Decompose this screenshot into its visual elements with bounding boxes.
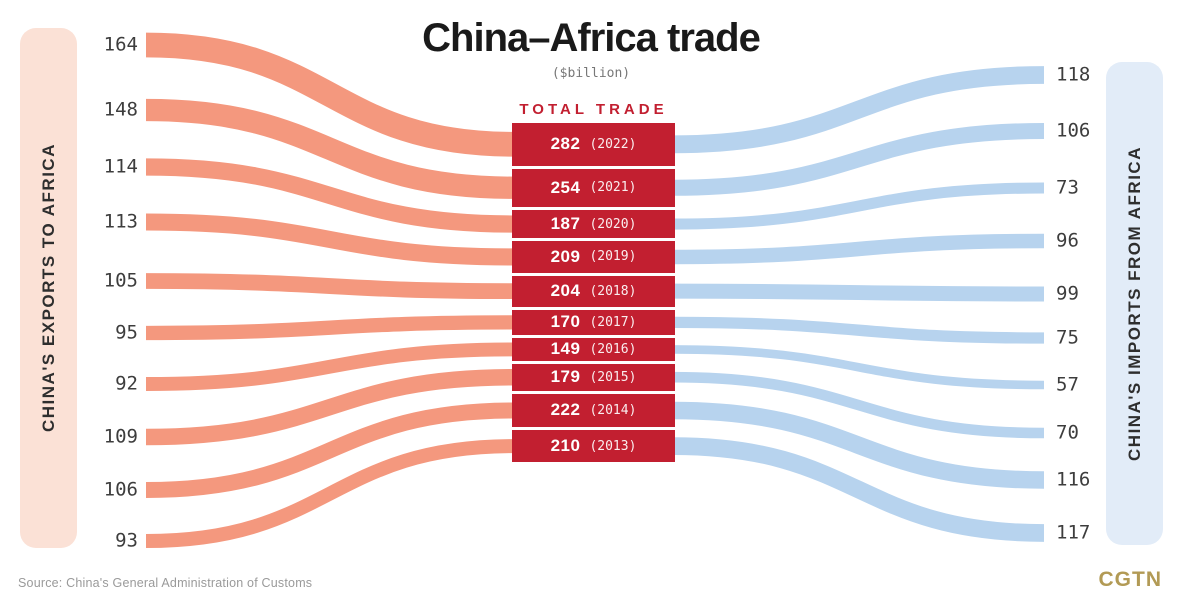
export-ribbon-2022 xyxy=(145,32,515,157)
export-value-label-2019: 113 xyxy=(103,210,138,233)
import-value-label-2020: 73 xyxy=(1056,176,1079,199)
total-trade-value: 282 xyxy=(550,134,581,154)
total-trade-year: (2022) xyxy=(589,136,637,152)
total-trade-box-2022: 282 (2022) xyxy=(512,123,675,166)
import-ribbon-2019 xyxy=(672,233,1045,265)
import-value-label-2018: 99 xyxy=(1056,282,1079,305)
import-value-label-2013: 117 xyxy=(1056,521,1091,544)
total-trade-year: (2016) xyxy=(589,341,637,357)
export-value-label-2022: 164 xyxy=(103,33,138,56)
total-trade-box-2017: 170 (2017) xyxy=(512,309,675,336)
total-trade-header: TOTAL TRADE xyxy=(519,101,668,118)
total-trade-year: (2015) xyxy=(589,369,637,385)
export-ribbon-2016 xyxy=(145,342,515,391)
export-value-label-2016: 92 xyxy=(115,372,138,395)
export-value-label-2020: 114 xyxy=(103,155,138,178)
import-value-label-2019: 96 xyxy=(1056,229,1079,252)
imports-axis-label: CHINA'S IMPORTS FROM AFRICA xyxy=(1124,146,1144,461)
total-trade-value: 222 xyxy=(550,400,581,420)
export-ribbon-2019 xyxy=(145,213,515,266)
total-trade-value: 254 xyxy=(550,177,581,197)
import-value-label-2021: 106 xyxy=(1056,119,1091,142)
import-value-label-2022: 118 xyxy=(1056,63,1091,86)
import-ribbon-2016 xyxy=(672,345,1045,390)
total-trade-year: (2013) xyxy=(589,438,637,454)
total-trade-box-2016: 149 (2016) xyxy=(512,338,675,361)
total-trade-value: 149 xyxy=(550,339,581,359)
import-ribbon-2021 xyxy=(672,122,1045,196)
total-trade-box-2015: 179 (2015) xyxy=(512,363,675,391)
import-ribbon-2015 xyxy=(672,371,1045,439)
export-value-label-2014: 106 xyxy=(103,478,138,501)
import-value-label-2015: 70 xyxy=(1056,421,1079,444)
imports-axis-panel: CHINA'S IMPORTS FROM AFRICA xyxy=(1106,62,1163,545)
exports-axis-label: CHINA'S EXPORTS TO AFRICA xyxy=(38,143,58,433)
total-trade-value: 210 xyxy=(550,436,581,456)
cgtn-logo: CGTN xyxy=(1098,568,1162,591)
import-value-label-2017: 75 xyxy=(1056,326,1079,349)
export-value-label-2018: 105 xyxy=(103,269,138,292)
total-trade-value: 204 xyxy=(550,281,581,301)
export-ribbon-2020 xyxy=(145,158,515,233)
total-trade-year: (2017) xyxy=(589,314,637,330)
source-attribution: Source: China's General Administration o… xyxy=(18,576,313,590)
total-trade-box-2020: 187 (2020) xyxy=(512,209,675,239)
import-value-label-2016: 57 xyxy=(1056,373,1079,396)
export-value-label-2015: 109 xyxy=(103,425,138,448)
chart-title: China–Africa trade xyxy=(422,16,761,60)
export-ribbon-2018 xyxy=(145,273,515,300)
total-trade-value: 170 xyxy=(550,312,581,332)
export-ribbon-2014 xyxy=(145,402,515,499)
import-ribbon-2017 xyxy=(672,316,1045,344)
total-trade-year: (2014) xyxy=(589,402,637,418)
total-trade-year: (2020) xyxy=(589,216,637,232)
import-ribbon-2014 xyxy=(672,401,1045,489)
total-trade-box-2013: 210 (2013) xyxy=(512,430,675,462)
export-value-label-2013: 93 xyxy=(115,529,138,552)
total-trade-value: 209 xyxy=(550,246,581,266)
export-ribbon-2021 xyxy=(145,98,515,199)
total-trade-box-2018: 204 (2018) xyxy=(512,275,675,307)
total-trade-year: (2018) xyxy=(589,283,637,299)
export-ribbon-2013 xyxy=(145,439,515,549)
total-trade-box-2014: 222 (2014) xyxy=(512,393,675,428)
import-ribbon-2022 xyxy=(672,66,1045,154)
import-ribbon-2018 xyxy=(672,283,1045,302)
export-ribbon-2017 xyxy=(145,315,515,341)
total-trade-value: 187 xyxy=(550,214,581,234)
export-ribbon-2015 xyxy=(145,368,515,446)
export-value-label-2017: 95 xyxy=(115,321,138,344)
chart-unit-subtitle: ($billion) xyxy=(551,66,631,81)
total-trade-box-2019: 209 (2019) xyxy=(512,241,675,273)
export-value-label-2021: 148 xyxy=(103,98,138,121)
import-ribbon-2013 xyxy=(672,437,1045,542)
total-trade-year: (2021) xyxy=(589,180,637,196)
import-value-label-2014: 116 xyxy=(1056,468,1091,491)
exports-axis-panel: CHINA'S EXPORTS TO AFRICA xyxy=(20,28,77,548)
total-trade-value: 179 xyxy=(550,367,581,387)
total-trade-year: (2019) xyxy=(589,249,637,265)
total-trade-box-2021: 254 (2021) xyxy=(512,168,675,207)
import-ribbon-2020 xyxy=(672,182,1045,230)
